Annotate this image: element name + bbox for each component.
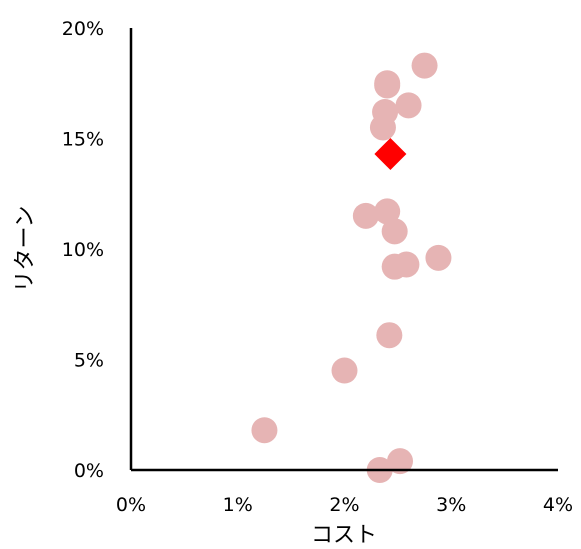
x-tick-label: 4% xyxy=(543,494,573,516)
y-axis-title: リターン xyxy=(13,206,38,293)
scatter-point xyxy=(374,72,401,99)
x-tick-label: 3% xyxy=(436,494,466,516)
scatter-point xyxy=(425,244,452,271)
scatter-point xyxy=(411,52,438,79)
scatter-point xyxy=(387,448,414,475)
plot-marks xyxy=(251,52,452,483)
scatter-point xyxy=(374,198,401,225)
y-tick-label: 15% xyxy=(62,129,104,151)
scatter-point xyxy=(395,92,422,119)
scatter-point xyxy=(369,114,396,141)
y-tick-label: 0% xyxy=(74,460,104,482)
scatter-point xyxy=(381,253,408,280)
scatter-point xyxy=(251,417,278,444)
x-tick-label: 0% xyxy=(116,494,146,516)
y-tick-label: 10% xyxy=(62,239,104,261)
scatter-point xyxy=(381,218,408,245)
x-tick-label: 1% xyxy=(223,494,253,516)
x-axis-title: コスト xyxy=(311,523,377,548)
x-tick-label: 2% xyxy=(329,494,359,516)
scatter-point xyxy=(376,322,403,349)
diamond-point xyxy=(374,137,407,170)
tick-labels: 0% 1% 2% 3% 4% 0% 5% 10% 15% 20% xyxy=(62,18,573,516)
y-tick-label: 20% xyxy=(62,18,104,40)
scatter-point xyxy=(352,202,379,229)
scatter-point xyxy=(331,357,358,384)
y-tick-label: 5% xyxy=(74,350,104,372)
